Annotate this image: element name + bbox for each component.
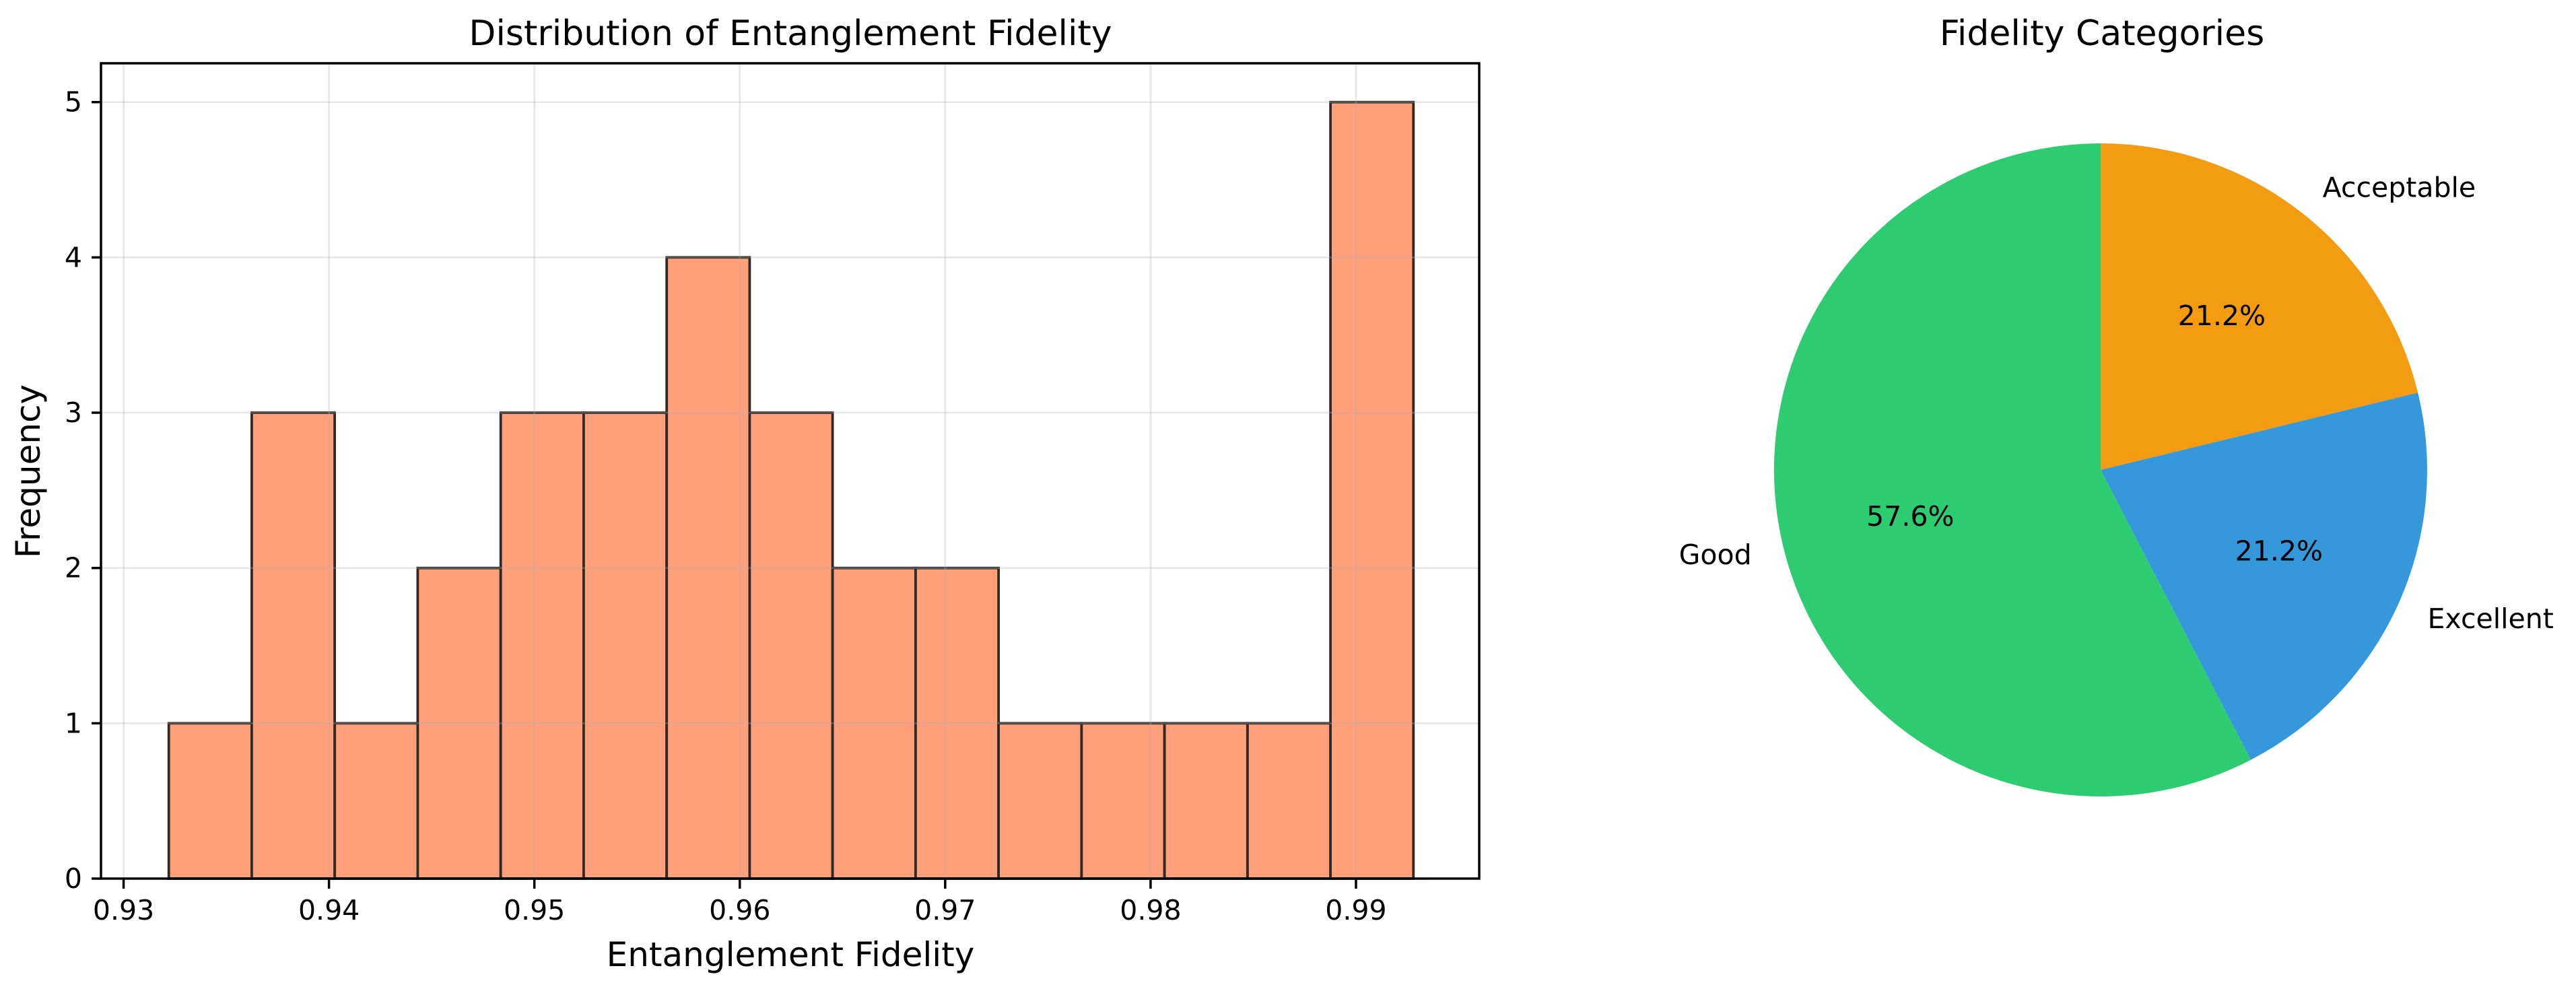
histogram-bar [499, 411, 585, 880]
histogram-bar [997, 722, 1083, 880]
histogram-bar [1246, 722, 1332, 880]
histogram-ylabel: Frequency [9, 384, 48, 558]
histogram-title: Distribution of Entanglement Fidelity [469, 13, 1112, 54]
x-tick-label: 0.97 [914, 894, 976, 926]
axes-spine [100, 62, 1481, 880]
x-tick-label: 0.95 [504, 894, 565, 926]
pie-slice-percentage: 21.2% [2235, 535, 2323, 568]
pie-slice-percentage: 21.2% [2178, 300, 2266, 332]
x-tick-label: 0.93 [93, 894, 154, 926]
y-tick-label: 2 [65, 552, 82, 584]
pie-title: Fidelity Categories [1940, 13, 2264, 54]
histogram-bar [1080, 722, 1166, 880]
y-tick-label: 3 [65, 397, 82, 429]
histogram-ticks: 0.93 0.94 0.95 0.96 0.97 0.98 0.99 0 1 2 3 4 5 [65, 86, 1387, 926]
pie-slice-excellent [2101, 393, 2427, 760]
histogram-bar [748, 411, 834, 880]
pie-slice-label: Acceptable [2323, 172, 2476, 204]
y-tick-label: 4 [65, 241, 82, 273]
x-tick-label: 0.98 [1120, 894, 1181, 926]
pie-labels: Acceptable 21.2% Excellent 21.2% Good 57.6% [1679, 172, 2554, 636]
histogram-bar [333, 722, 419, 880]
histogram-bar [167, 722, 253, 880]
y-tick-label: 0 [65, 862, 82, 895]
x-tick-label: 0.96 [709, 894, 770, 926]
x-tick-label: 0.94 [298, 894, 360, 926]
histogram-bar [250, 411, 336, 880]
pie-slice-label: Good [1679, 539, 1752, 571]
pie-slice-good [1773, 143, 2251, 796]
y-tick-label: 1 [65, 707, 82, 739]
pie-slice-label: Excellent [2428, 603, 2554, 635]
pie-slice-percentage: 57.6% [1866, 500, 1954, 533]
y-tick-label: 5 [65, 86, 82, 118]
histogram-bar [665, 256, 751, 880]
histogram-bar [1329, 100, 1415, 880]
histogram-bars [167, 100, 1415, 880]
pie-slice-acceptable [2101, 143, 2418, 470]
pie-wedges [1773, 143, 2427, 796]
histogram-bar [1163, 722, 1249, 880]
histogram-xlabel: Entanglement Fidelity [607, 935, 975, 974]
histogram-bar [582, 411, 669, 880]
histogram-spines [100, 62, 1481, 880]
histogram-bar [416, 566, 502, 880]
histogram-bar [831, 566, 917, 880]
x-tick-label: 0.99 [1325, 894, 1386, 926]
